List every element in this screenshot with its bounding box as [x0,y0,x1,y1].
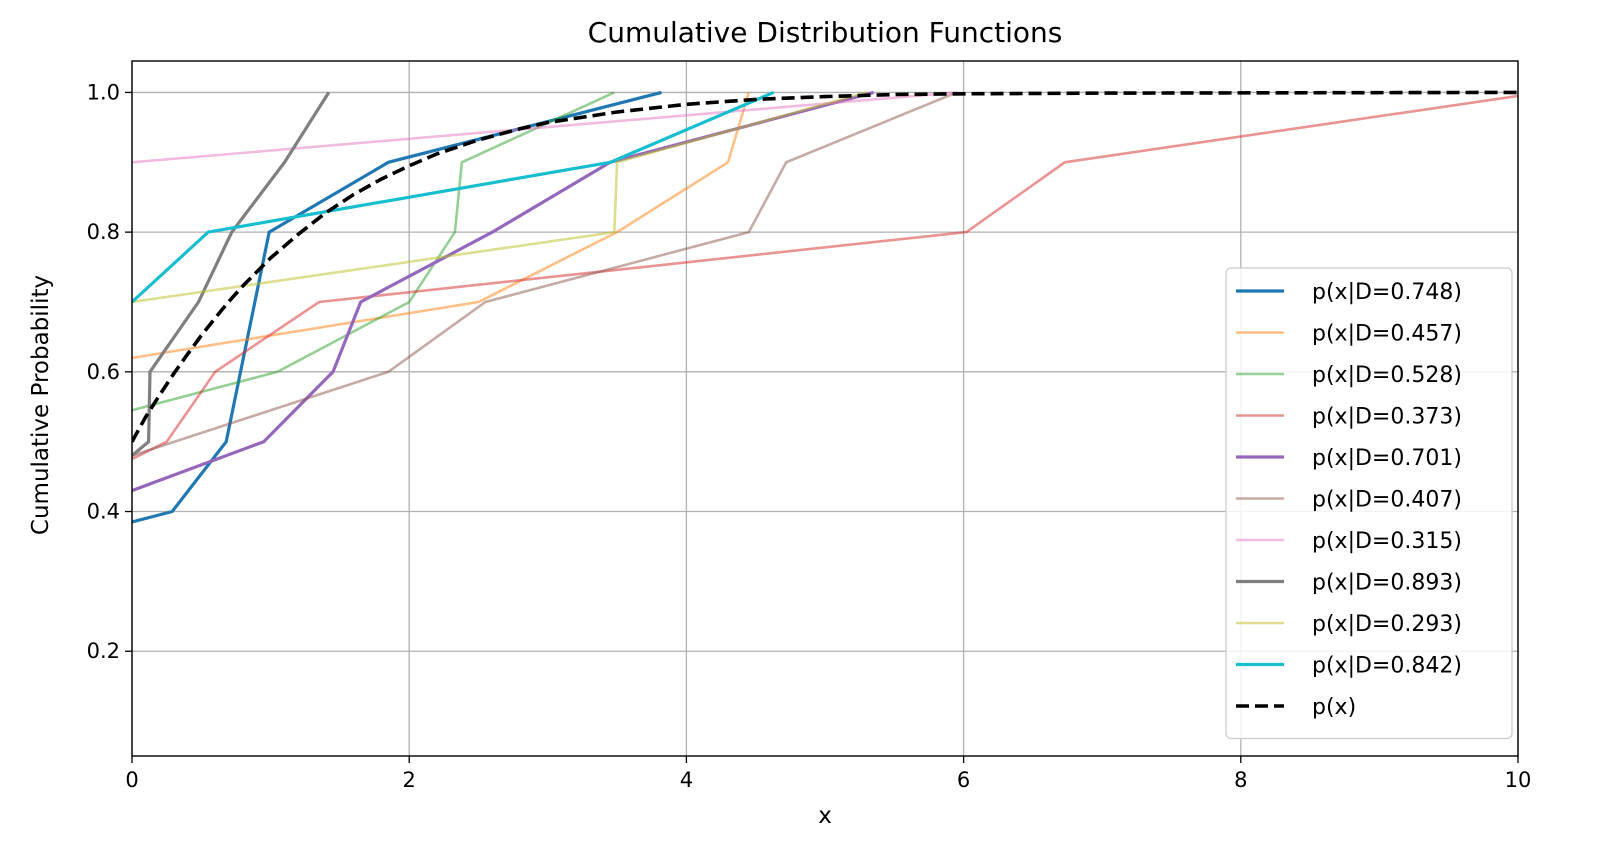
x-tick-label: 6 [957,768,970,792]
legend-label: p(x|D=0.748) [1312,280,1462,305]
y-tick-label: 0.4 [87,500,120,524]
series-line-10 [132,90,1518,443]
series-line-9 [132,90,775,304]
series-line-8 [132,91,867,304]
y-tick-label: 0.8 [87,220,120,244]
x-tick-label: 8 [1234,768,1247,792]
legend-box [1225,267,1513,740]
plot-frame [131,60,1519,757]
legend-label: p(x|D=0.293) [1312,612,1462,637]
series-line-0 [132,90,662,524]
legend: p(x|D=0.748) p(x|D=0.457) p(x|D=0.528) p(x|… [1225,267,1513,740]
chart-title: Cumulative Distribution Functions [588,16,1063,49]
x-tick-label: 4 [680,768,693,792]
x-tick-label: 10 [1505,768,1532,792]
series-line-5 [132,91,958,457]
legend-label: p(x|D=0.893) [1312,571,1462,596]
y-tick-label: 0.2 [87,639,120,663]
series-line-7 [132,91,331,457]
series-line-6 [132,91,957,164]
series-layer [132,90,1518,524]
y-tick-label: 0.6 [87,360,120,384]
y-tick-label: 1.0 [87,80,120,104]
y-axis-label: Cumulative Probability [28,275,54,535]
legend-label: p(x|D=0.315) [1312,529,1462,554]
legend-label: p(x|D=0.842) [1312,654,1462,679]
legend-label: p(x|D=0.407) [1312,488,1462,513]
legend-label: p(x|D=0.528) [1312,363,1462,388]
legend-label: p(x|D=0.701) [1312,446,1462,471]
x-axis: 0 2 4 6 8 10 [125,756,1531,792]
legend-label: p(x|D=0.457) [1312,322,1462,347]
x-axis-label: x [818,803,832,829]
y-axis: 0.2 0.4 0.6 0.8 1.0 [87,80,132,663]
legend-label: p(x) [1312,695,1356,720]
series-line-3 [132,94,1518,461]
legend-label: p(x|D=0.373) [1312,405,1462,430]
series-line-1 [132,92,751,360]
x-tick-label: 2 [403,768,416,792]
series-line-2 [132,91,615,412]
x-tick-label: 0 [125,768,138,792]
